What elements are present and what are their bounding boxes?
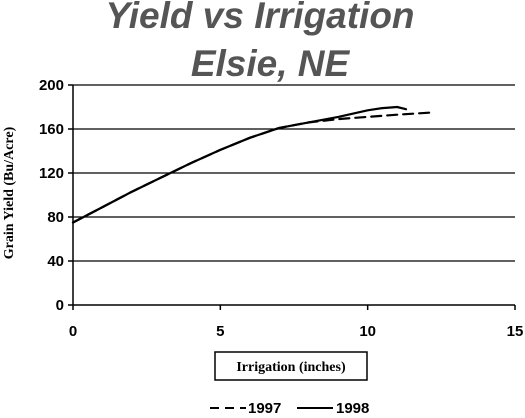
chart-title-line1: Yield vs Irrigation (105, 0, 414, 36)
legend-label-1998: 1998 (336, 400, 369, 417)
series-layer (71, 105, 434, 224)
legend: 1997 1998 (210, 400, 369, 417)
x-tick-label-5: 5 (216, 323, 224, 340)
chart-title-line2: Elsie, NE (191, 43, 351, 84)
x-axis-label-box (214, 351, 368, 381)
y-tick-label-40: 40 (47, 253, 64, 270)
grid-layer (73, 84, 515, 262)
y-tick-label-80: 80 (47, 209, 64, 226)
y-tick-label-200: 200 (39, 77, 64, 94)
axis-layer: 0 40 80 120 160 200 0 5 10 15 (39, 77, 523, 340)
series-line-1998 (71, 105, 408, 224)
x-tick-label-15: 15 (507, 323, 524, 340)
legend-label-1997: 1997 (248, 400, 281, 417)
y-axis-label: Grain Yield (Bu/Acre) (2, 126, 17, 259)
x-tick-label-0: 0 (69, 323, 77, 340)
y-tick-label-120: 120 (39, 165, 64, 182)
x-tick-label-10: 10 (359, 323, 376, 340)
y-tick-label-0: 0 (56, 297, 64, 314)
y-tick-label-160: 160 (39, 121, 64, 138)
x-axis-label: Irrigation (inches) (236, 360, 346, 375)
